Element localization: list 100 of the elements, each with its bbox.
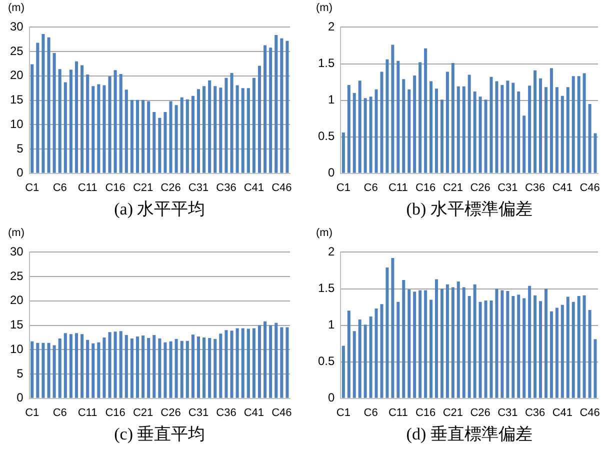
bar [577,296,580,398]
bar [186,340,189,398]
bar [86,340,90,398]
bar [347,84,350,173]
bar [186,99,189,173]
bar [180,97,184,173]
bar [430,300,433,398]
bar [214,86,217,173]
x-tick-label: C31 [498,182,518,194]
bar [130,338,134,398]
bar [446,284,449,398]
bar [434,88,438,173]
bar [560,304,564,398]
bar [342,132,345,173]
y-tick-label: 25 [10,268,24,283]
bar [550,68,553,173]
bar [418,290,422,398]
bar [517,294,520,398]
bar [582,295,586,398]
bar [246,88,250,173]
bar [269,48,272,173]
bar [58,338,62,398]
bar [358,80,362,173]
bar [572,76,575,173]
bar [434,279,438,398]
y-tick-label: 1 [328,318,335,332]
bar [196,89,200,173]
x-tick-label: C21 [442,407,464,420]
x-tick-label: C11 [388,407,408,420]
bar [219,334,222,398]
y-tick-label: 2 [328,244,335,259]
bar [269,325,272,398]
bar [264,321,267,398]
bar [102,85,106,173]
bar [490,300,493,398]
bar [252,78,256,173]
bar [528,86,532,173]
bar [478,96,482,173]
bar [108,76,112,173]
x-tick-label: C21 [132,182,154,194]
bar [380,304,384,398]
bar [566,296,570,398]
bar [114,70,117,173]
bar [147,338,150,398]
bar [52,345,56,398]
x-tick-label: C6 [364,407,378,420]
bar [440,100,444,173]
x-tick-label: C11 [388,182,408,194]
x-tick-label: C16 [415,407,436,420]
y-axis-title: (m) [8,227,24,239]
x-tick-label: C46 [272,407,292,420]
x-tick-label: C36 [216,182,236,194]
y-tick-label: 20 [10,293,24,308]
bar [69,334,72,398]
bar [462,86,466,173]
bar [550,311,553,398]
bar [396,302,400,398]
x-tick-label: C41 [552,182,573,194]
bar [280,38,284,173]
bar [224,78,228,173]
bar [413,75,416,173]
bar [555,87,558,173]
bar [74,333,78,398]
y-tick-label: 0 [328,390,335,405]
bar [119,74,122,173]
bar [468,74,471,173]
bar [142,100,145,173]
x-tick-label: C36 [524,407,546,420]
y-tick-label: 1.5 [318,56,335,70]
bar [286,40,289,173]
bar [202,337,206,398]
bar [594,339,597,398]
bar [169,101,172,173]
bar [208,80,212,173]
x-tick-label: C21 [442,182,464,194]
x-tick-label: C11 [78,407,98,420]
bar [74,61,78,173]
bar [506,290,510,398]
bar [582,73,586,173]
x-tick-label: C1 [336,407,350,420]
bar [522,298,526,398]
bar [58,69,62,173]
bar [506,80,510,173]
x-tick-label: C6 [52,182,67,194]
bar [484,100,488,173]
bar [230,73,234,173]
bar [258,325,262,398]
bar [352,92,356,173]
x-tick-label: C11 [78,182,98,194]
y-tick-label: 0 [16,166,24,180]
y-tick-label: 15 [10,318,24,332]
bar [560,96,564,173]
bar [577,76,580,173]
bar [495,288,498,398]
x-tick-label: C16 [105,407,126,420]
bar [152,335,156,398]
bar [142,336,145,398]
bar [544,288,548,398]
y-tick-label: 15 [10,92,24,107]
bar [396,60,400,173]
